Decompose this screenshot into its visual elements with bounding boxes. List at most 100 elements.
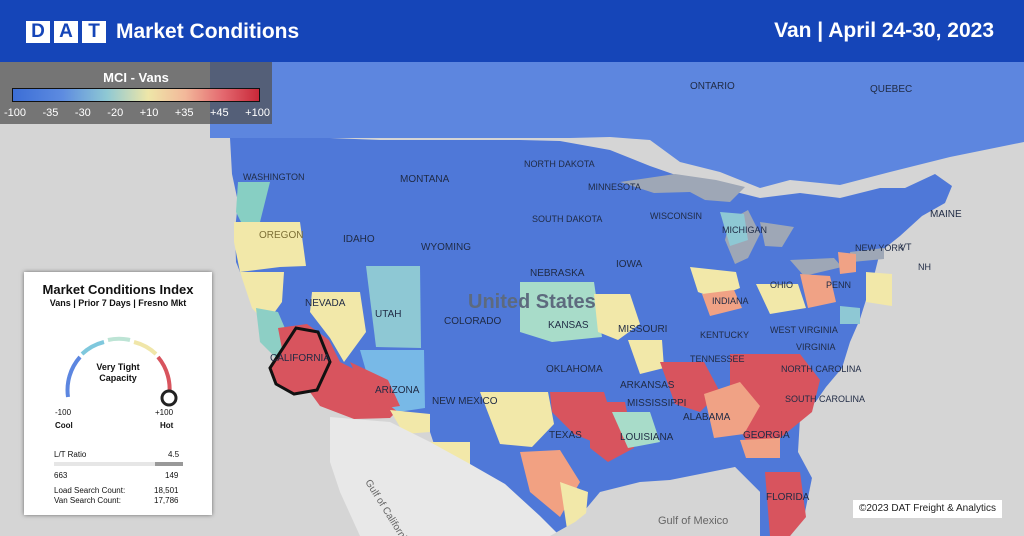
state-south-carolina: SOUTH CAROLINA [785,394,865,404]
state-maine: MAINE [930,209,962,220]
state-kentucky: KENTUCKY [700,330,749,340]
nevada-yellow [310,292,366,362]
hot-label: Hot [160,421,174,430]
state-vt: VT [900,242,912,252]
gulf-of-mexico-label: Gulf of Mexico [658,515,728,527]
gauge-status-label: Very Tight Capacity [96,362,140,383]
state-arizona: ARIZONA [375,385,420,396]
gauge-segment-light-cool [80,340,105,356]
state-arkansas: ARKANSAS [620,380,675,391]
state-tennessee: TENNESSEE [690,354,745,364]
province-ontario: ONTARIO [690,81,735,92]
pacific-coast-green [236,182,270,228]
state-penn: PENN [826,280,851,290]
utah-green [366,266,421,348]
arizona-light-blue [360,350,425,412]
market-conditions-card: Market Conditions Index Vans | Prior 7 D… [24,272,212,515]
state-oregon: OREGON [259,230,303,241]
plains-green [520,282,602,342]
mexico-border [330,417,560,536]
state-minnesota: MINNESOTA [588,182,641,192]
mci-legend: MCI - Vans -100 -35 -30 -20 +10 +35 +45 … [0,62,272,124]
load-search-label: Load Search Count: [54,486,126,495]
state-missouri: MISSOURI [618,324,667,335]
state-washington: WASHINGTON [243,172,305,182]
state-oklahoma: OKLAHOMA [546,364,603,375]
state-north-carolina: NORTH CAROLINA [781,364,861,374]
state-wisconsin: WISCONSIN [650,211,702,221]
state-new-york: NEW YORK [855,243,904,253]
province-quebec: QUEBEC [870,84,912,95]
state-texas: TEXAS [549,430,582,441]
legend-tick: +10 [139,107,159,119]
ratio-fill [155,462,183,466]
gulf-green [612,412,660,448]
midwest-orange [702,252,856,316]
state-nebraska: NEBRASKA [530,268,585,279]
state-michigan: MICHIGAN [722,225,767,235]
cool-label: Cool [55,421,73,430]
state-montana: MONTANA [400,174,450,185]
gulf-water [550,467,760,536]
state-florida: FLORIDA [766,492,810,503]
state-indiana: INDIANA [712,296,749,306]
state-iowa: IOWA [616,259,643,270]
state-nevada: NEVADA [305,298,346,309]
state-new-mexico: NEW MEXICO [432,396,498,407]
state-mississippi: MISSISSIPPI [627,398,686,409]
state-alabama: ALABAMA [683,412,731,423]
legend-color-scale [12,88,260,102]
state-colorado: COLORADO [444,316,501,327]
midwest-green [720,212,860,324]
dat-logo: D A T [26,21,106,43]
van-search-value: 17,786 [154,496,179,505]
state-utah: UTAH [375,309,401,320]
map-country-label: United States [468,291,596,313]
california-north-yellow [240,272,284,324]
card-subtitle: Vans | Prior 7 Days | Fresno Mkt [49,298,187,308]
gauge-indicator [160,389,178,407]
fresno-market [268,326,332,396]
state-virginia: VIRGINIA [796,342,836,352]
atlantic-water [806,262,1024,536]
legend-tick: -35 [42,107,59,119]
central-yellow [594,294,664,374]
state-idaho: IDAHO [343,234,375,245]
legend-tick: +100 [245,107,270,119]
van-search-label: Van Search Count: [54,496,122,505]
state-north-dakota: NORTH DAKOTA [524,159,595,169]
ratio-label: L/T Ratio [54,450,87,459]
texas-red [550,392,634,462]
legend-ticks: -100 -35 -30 -20 +10 +35 +45 +100 [4,107,270,119]
southeast-orange [704,382,780,458]
state-georgia: GEORGIA [743,430,790,441]
state-ohio: OHIO [770,280,793,290]
gauge-segment-neutral [133,340,158,356]
arizona-red [350,362,400,410]
state-california: CALIFORNIA [270,353,330,364]
legend-title: MCI - Vans [103,70,169,85]
legend-tick: -30 [74,107,91,119]
load-search-value: 18,501 [154,486,179,495]
state-kansas: KANSAS [548,320,589,331]
logo-letter-d: D [26,21,50,43]
state-wyoming: WYOMING [421,242,471,253]
header-bar: D A T Market Conditions Van | April 24-3… [0,0,1024,62]
ratio-bar [54,462,183,466]
scale-min-label: -100 [55,408,72,417]
ratio-left-value: 663 [54,471,68,480]
map: United States Gulf of Mexico Gulf of Cal… [0,62,1024,536]
legend-tick: +35 [174,107,194,119]
ratio-right-value: 149 [165,471,179,480]
gauge-segment-neutral-cool [107,336,131,342]
legend-tick: +45 [210,107,229,119]
copyright-label: ©2023 DAT Freight & Analytics [853,500,1002,518]
southeast-red [660,354,820,536]
state-louisiana: LOUISIANA [620,432,674,443]
logo-letter-t: T [82,21,106,43]
legend-tick: -20 [107,107,124,119]
state-west-virginia: WEST VIRGINIA [770,325,838,335]
ratio-value: 4.5 [168,450,180,459]
canada-region [210,62,1024,188]
great-lakes [620,174,884,276]
